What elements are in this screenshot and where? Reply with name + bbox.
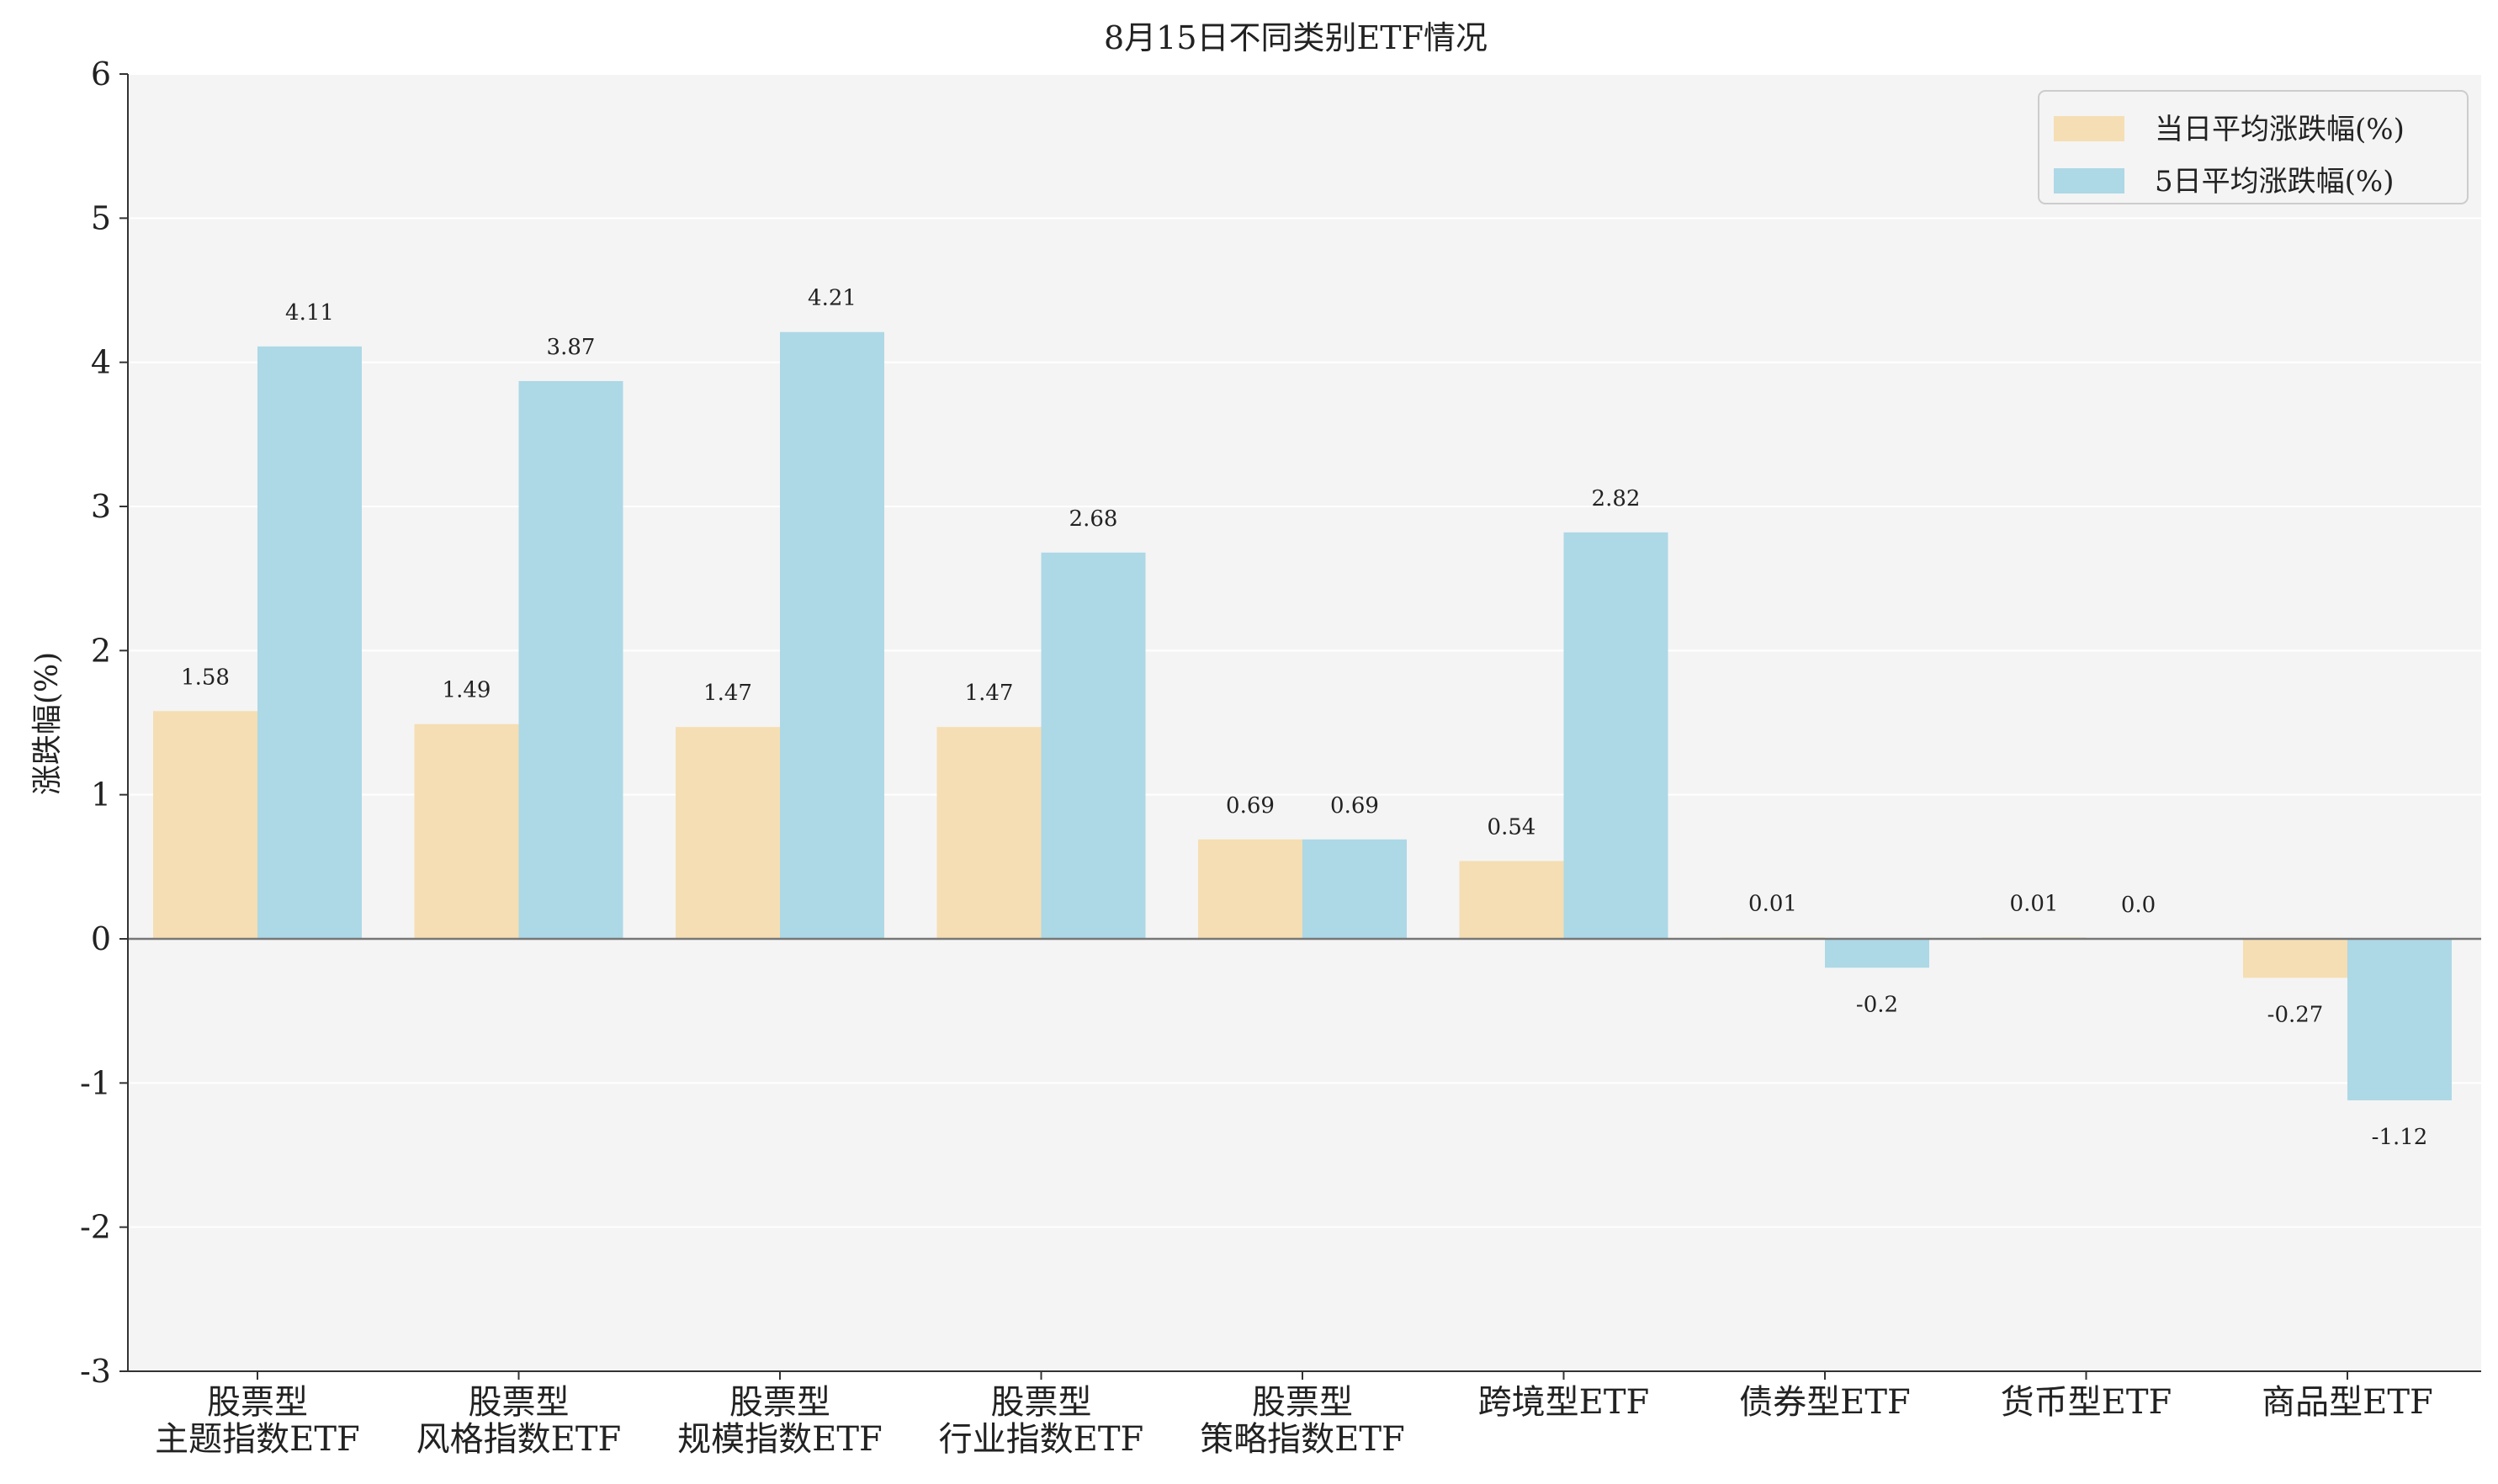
data-label: 1.47 [703,681,752,706]
data-label: 0.54 [1488,814,1536,840]
x-tick-label: 股票型 [207,1383,308,1422]
y-tick-label: 0 [91,920,111,957]
bar-series-2 [1041,552,1146,939]
y-tick-label: 6 [91,56,111,93]
data-label: 0.69 [1330,793,1379,819]
data-label: 1.47 [965,681,1014,706]
y-tick-label: -2 [80,1209,111,1246]
y-tick-label: 1 [91,776,111,814]
bar-series-1 [153,711,257,939]
data-label: 4.21 [808,286,857,311]
data-label: 4.11 [285,300,334,326]
data-label: -1.12 [2372,1125,2428,1150]
data-label: -0.2 [1856,992,1898,1017]
y-tick-label: -1 [80,1064,111,1101]
x-tick-label: 货币型ETF [2001,1383,2172,1422]
legend[interactable]: 当日平均涨跌幅(%) 5日平均涨跌幅(%) [2038,90,2469,204]
plot-area [128,74,2481,1371]
bar-series-1 [936,727,1042,939]
data-label: 1.49 [443,678,491,703]
data-label: 0.01 [1748,891,1797,916]
x-tick-label: 策略指数ETF [1200,1420,1405,1459]
data-label: 0.69 [1226,793,1275,819]
bar-series-1 [414,723,519,939]
legend-label: 5日平均涨跌幅(%) [2155,165,2394,199]
bar-series-1 [2243,939,2347,978]
bar-series-1 [1459,861,1564,939]
x-tick-label: 股票型 [469,1383,570,1422]
data-label: 2.82 [1592,486,1641,511]
legend-box [2038,90,2469,204]
bar-series-1 [1198,839,1302,939]
data-labels: 1.58 4.11 1.49 3.87 1.47 4.21 1.47 2.68 0.69 0.69… [181,286,2427,1150]
bars [153,331,2452,1100]
data-label: -0.27 [2267,1002,2324,1027]
legend-swatch [2054,116,2124,141]
bar-series-2 [1825,939,1929,968]
x-tick-label: 债券型ETF [1739,1383,1911,1422]
x-tick-label: 股票型 [991,1383,1092,1422]
data-label: 1.58 [181,665,230,690]
bar-series-2 [1302,839,1407,939]
y-tick-label: 5 [91,199,111,236]
x-tick-label: 主题指数ETF [155,1420,360,1459]
data-label: 3.87 [547,335,596,360]
bar-series-2 [2347,939,2452,1100]
bar-series-2 [257,346,362,939]
legend-label: 当日平均涨跌幅(%) [2155,113,2405,146]
x-tick-label: 规模指数ETF [677,1420,883,1459]
y-tick-label: 4 [91,344,111,381]
data-label: 0.0 [2121,893,2156,918]
bar-series-2 [518,380,623,939]
x-tick-label: 股票型 [1252,1383,1353,1422]
x-axis-ticks: 股票型主题指数ETF股票型风格指数ETF股票型规模指数ETF股票型行业指数ETF… [155,1371,2433,1459]
x-tick-label: 商品型ETF [2262,1383,2433,1422]
axes [127,74,2481,1372]
legend-swatch [2054,168,2124,193]
x-tick-label: 行业指数ETF [939,1420,1144,1459]
bar-series-1 [676,727,780,939]
y-axis-ticks: -3 -2 -1 0 1 2 3 4 5 6 [80,56,128,1390]
chart-title: 8月15日不同类别ETF情况 [1104,19,1488,56]
y-tick-label: -3 [80,1353,111,1390]
y-axis-label: 涨跌幅(%) [30,652,65,795]
data-label: 0.01 [2010,891,2059,916]
data-label: 2.68 [1069,506,1118,532]
x-tick-label: 股票型 [729,1383,830,1422]
x-tick-label: 风格指数ETF [416,1420,622,1459]
x-tick-label: 跨境型ETF [1478,1383,1650,1422]
bar-series-2 [1563,532,1668,939]
bar-series-2 [780,331,884,940]
y-tick-label: 3 [91,488,111,525]
y-tick-label: 2 [91,632,111,669]
